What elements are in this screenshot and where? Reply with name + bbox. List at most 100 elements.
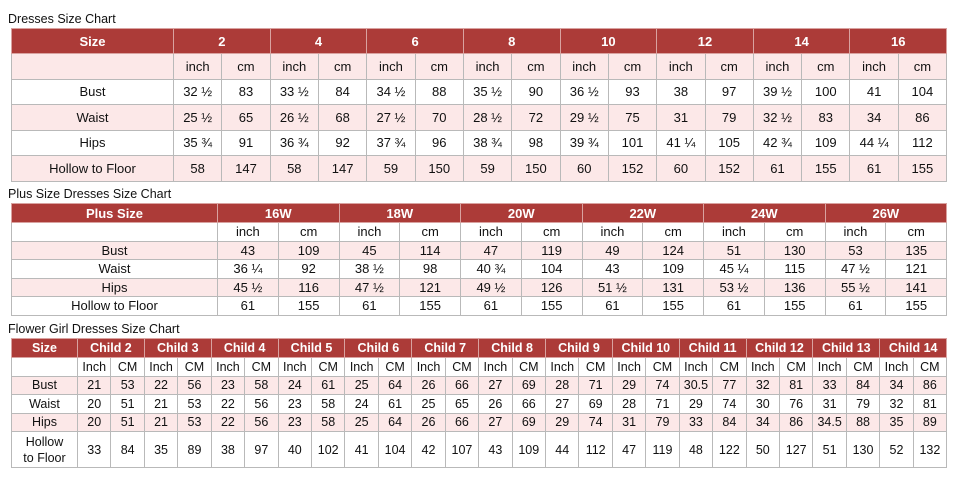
- measure-cell: 72: [511, 104, 561, 131]
- measure-cell: 61: [338, 296, 401, 316]
- measure-cell: 53: [824, 240, 887, 260]
- size-column-header: 2: [173, 28, 271, 54]
- measure-cell: 43: [581, 259, 644, 279]
- measure-cell: 33: [678, 412, 714, 432]
- unit-cell: Inch: [143, 357, 179, 377]
- measure-cell: 51: [812, 431, 847, 468]
- measure-cell: 132: [912, 431, 948, 468]
- measure-cell: 130: [763, 240, 826, 260]
- measure-cell: 28: [611, 394, 647, 414]
- measure-cell: 101: [607, 129, 658, 156]
- measure-cell: 121: [885, 259, 948, 279]
- size-column-header: Child 10: [611, 338, 680, 358]
- measure-cell: 74: [645, 375, 680, 395]
- measure-cell: 109: [277, 240, 340, 260]
- unit-cell: CM: [645, 357, 680, 377]
- measure-cell: 112: [897, 129, 948, 156]
- unit-cell: CM: [511, 357, 547, 377]
- measure-cell: 34.5: [812, 412, 847, 432]
- dresses-size-table: Size 2 4 6 8 10 12 14 16 inch cm inch cm inch cm inch cm…: [11, 28, 948, 182]
- measure-cell: 38 ½: [338, 259, 401, 279]
- size-column-header: 10: [559, 28, 658, 54]
- size-column-header: Child 14: [879, 338, 948, 358]
- size-column-header: Child 11: [678, 338, 747, 358]
- measure-cell: 155: [642, 296, 705, 316]
- unit-cell: Inch: [76, 357, 112, 377]
- measure-cell: 104: [897, 78, 948, 105]
- measure-cell: 155: [885, 296, 948, 316]
- plus-size-chart-title: Plus Size Dresses Size Chart: [8, 187, 172, 201]
- measure-cell: 147: [317, 155, 368, 182]
- size-column-header: 16: [849, 28, 948, 54]
- measure-cell: 69: [578, 394, 613, 414]
- measure-cell: 27: [478, 375, 513, 395]
- table-row: Bust 32 ½ 83 33 ½ 84 34 ½ 88 35 ½ 90 36 ½ 93 38 97 39…: [11, 78, 948, 105]
- measure-cell: 81: [912, 394, 948, 414]
- measure-cell: 61: [217, 296, 279, 316]
- row-label: Hips: [11, 412, 78, 432]
- unit-row: Inch CM Inch CM Inch CM Inch CM Inch CM Inch CM Inch…: [11, 357, 948, 377]
- measure-cell: 74: [578, 412, 613, 432]
- measure-cell: 92: [317, 129, 368, 156]
- measure-cell: 28: [545, 375, 580, 395]
- measure-cell: 83: [801, 104, 851, 131]
- unit-cell: Inch: [678, 357, 714, 377]
- measure-cell: 61: [377, 394, 413, 414]
- measure-cell: 29 ½: [559, 104, 609, 131]
- plus-size-table: Plus Size 16W 18W 20W 22W 24W 26W inch cm inch cm i…: [11, 203, 948, 316]
- measure-cell: 84: [110, 431, 145, 468]
- size-column-header: 8: [462, 28, 561, 54]
- measure-cell: 20: [76, 394, 112, 414]
- measure-cell: 88: [414, 78, 464, 105]
- unit-cell: cm: [221, 53, 271, 80]
- measure-cell: 66: [511, 394, 547, 414]
- measure-cell: 53: [177, 394, 212, 414]
- measure-cell: 58: [269, 155, 319, 182]
- measure-cell: 27 ½: [366, 104, 416, 131]
- unit-cell: cm: [414, 53, 464, 80]
- measure-cell: 135: [885, 240, 948, 260]
- size-column-header: 26W: [824, 203, 948, 223]
- measure-cell: 155: [897, 155, 948, 182]
- measure-cell: 47: [460, 240, 522, 260]
- unit-cell: inch: [703, 222, 765, 242]
- row-label: Bust: [11, 375, 78, 395]
- unit-cell: Inch: [277, 357, 313, 377]
- measure-cell: 51: [110, 394, 145, 414]
- size-column-header: 4: [269, 28, 368, 54]
- row-label: Hollow to Floor: [11, 431, 78, 468]
- unit-cell: cm: [277, 222, 340, 242]
- measure-cell: 98: [511, 129, 561, 156]
- measure-cell: 56: [244, 412, 279, 432]
- measure-cell: 61: [310, 375, 346, 395]
- measure-cell: 26: [411, 375, 446, 395]
- unit-cell: cm: [763, 222, 826, 242]
- size-column-header: Child 7: [411, 338, 480, 358]
- measure-cell: 56: [244, 394, 279, 414]
- unit-cell: CM: [578, 357, 613, 377]
- measure-cell: 28 ½: [462, 104, 513, 131]
- unit-cell: CM: [377, 357, 413, 377]
- measure-cell: 84: [845, 375, 881, 395]
- measure-cell: 42 ¾: [752, 129, 803, 156]
- measure-cell: 31: [812, 394, 847, 414]
- unit-cell: Inch: [344, 357, 379, 377]
- measure-cell: 43: [478, 431, 513, 468]
- size-column-header: 16W: [217, 203, 340, 223]
- unit-cell: CM: [845, 357, 881, 377]
- measure-cell: 126: [520, 277, 583, 297]
- measure-cell: 58: [172, 155, 223, 182]
- size-column-header: Child 5: [277, 338, 346, 358]
- measure-cell: 40: [277, 431, 313, 468]
- unit-cell: inch: [460, 222, 522, 242]
- measure-cell: 81: [778, 375, 814, 395]
- unit-cell: CM: [444, 357, 480, 377]
- measure-cell: 36 ½: [559, 78, 609, 105]
- unit-row: inch cm inch cm inch cm inch cm inch cm inch cm: [11, 222, 948, 242]
- size-header: Size: [11, 338, 78, 358]
- unit-cell: Inch: [411, 357, 446, 377]
- row-label: Bust: [11, 240, 218, 260]
- measure-cell: 105: [704, 129, 754, 156]
- unit-cell: inch: [462, 53, 513, 80]
